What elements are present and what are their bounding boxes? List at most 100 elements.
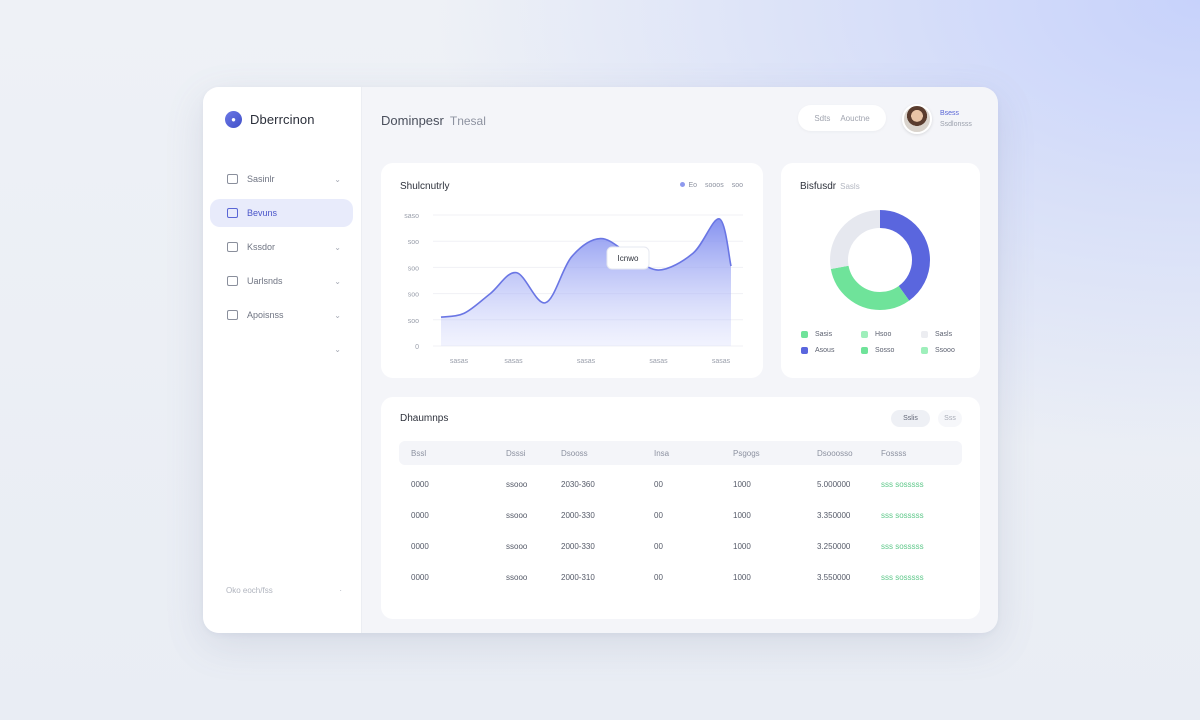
- table-row[interactable]: 0000 ssooo 2030-360 00 1000 5.000000 sss sosss…: [399, 469, 962, 500]
- table-cell: ssooo: [506, 511, 528, 520]
- page-subtitle: Tnesal: [449, 114, 486, 128]
- doc-icon: [227, 208, 238, 218]
- column-header[interactable]: Fossss: [881, 449, 907, 458]
- donut-legend-item[interactable]: Hsoo: [861, 331, 921, 338]
- donut-legend-label: Hsoo: [875, 331, 892, 338]
- table-title: Dhaumnps: [400, 413, 449, 424]
- sidebar-item-1[interactable]: Sasinlr ⌄: [210, 165, 353, 193]
- user-profile[interactable]: Bsess Ssdlonsss: [902, 104, 972, 134]
- legend-swatch-icon: [861, 347, 868, 354]
- donut-chart: [830, 210, 930, 310]
- legend-label: Eo: [688, 182, 698, 189]
- sidebar-item-label: Sasinlr: [247, 174, 275, 184]
- settings-icon: [227, 310, 238, 320]
- table-cell: 5.000000: [817, 480, 851, 489]
- chart-legend: Eo sooos soo: [680, 182, 743, 189]
- donut-segment[interactable]: [830, 210, 930, 310]
- avatar[interactable]: [902, 104, 932, 134]
- search-input[interactable]: Sdts Aouctne: [798, 105, 886, 131]
- sidebar-item-label: Apoisnss: [247, 310, 284, 320]
- chart-icon: [227, 174, 238, 184]
- chart-tooltip: Icnwo: [606, 246, 650, 270]
- column-header[interactable]: Dsooss: [561, 449, 588, 458]
- table-cell: 0000: [411, 573, 429, 582]
- table-cell: ssooo: [506, 480, 528, 489]
- status-badge: sss sosssss: [881, 542, 924, 551]
- table-row[interactable]: 0000 ssooo 2000-330 00 1000 3.250000 sss sosss…: [399, 531, 962, 562]
- sidebar-expander[interactable]: ⌄: [210, 335, 353, 363]
- legend-item[interactable]: sooos: [705, 182, 724, 189]
- donut-legend-item[interactable]: Sosso: [861, 347, 921, 354]
- donut-chart-card: Bisfusdr Sasls Sasis Hsoo Sasls Asous Sosso Ss…: [781, 163, 980, 378]
- chevron-down-icon: ⌄: [334, 310, 341, 320]
- table-cell: 00: [654, 573, 663, 582]
- brand-logo-icon: ●: [225, 111, 242, 128]
- column-header[interactable]: Psgogs: [733, 449, 760, 458]
- column-header[interactable]: Insa: [654, 449, 670, 458]
- table-cell: 0000: [411, 542, 429, 551]
- folder-icon: [227, 276, 238, 286]
- legend-item[interactable]: Eo: [680, 182, 697, 189]
- sidebar-item-4[interactable]: Uarlsnds ⌄: [210, 267, 353, 295]
- sidebar-item-label: Uarlsnds: [247, 276, 283, 286]
- sidebar-footer-text: Oko eoch/fss: [226, 586, 273, 595]
- column-header[interactable]: Bssl: [411, 449, 427, 458]
- donut-segment[interactable]: [830, 210, 930, 310]
- table-cell: 00: [654, 542, 663, 551]
- donut-title-text: Bisfusdr: [800, 181, 837, 192]
- legend-dot-icon: [680, 182, 686, 187]
- table-cell: 2000-330: [561, 511, 595, 520]
- legend-swatch-icon: [861, 331, 868, 338]
- donut-legend-item[interactable]: Sasis: [801, 331, 861, 338]
- area-chart-card: Shulcnutrly Eo sooos soo saso soo soo soo so…: [381, 163, 763, 378]
- status-badge: sss sosssss: [881, 480, 924, 489]
- sidebar-footer: Oko eoch/fss ·: [226, 586, 342, 595]
- y-tick-label: saso: [404, 213, 419, 220]
- table-cell: 3.350000: [817, 511, 851, 520]
- sidebar-nav: Sasinlr ⌄ Bevuns Kssdor ⌄ Uarlsnds ⌄ Apo…: [210, 165, 353, 369]
- sidebar-item-5[interactable]: Apoisnss ⌄: [210, 301, 353, 329]
- data-table-card: Dhaumnps Sslis Sss Bssl Dsssi Dsooss Insa Ps…: [381, 397, 980, 619]
- column-header[interactable]: Dsssi: [506, 449, 526, 458]
- sidebar-footer-dot: ·: [339, 586, 342, 595]
- table-row[interactable]: 0000 ssooo 2000-310 00 1000 3.550000 sss sosss…: [399, 562, 962, 593]
- file-icon: [227, 242, 238, 252]
- sidebar: ● Dberrcinon Sasinlr ⌄ Bevuns Kssdor ⌄ U…: [203, 87, 362, 633]
- donut-legend-item[interactable]: Asous: [801, 347, 861, 354]
- x-tick-label: sasas: [649, 358, 668, 365]
- x-tick-label: sasas: [712, 358, 731, 365]
- table-cell: 3.550000: [817, 573, 851, 582]
- donut-subtitle: Sasls: [840, 182, 860, 191]
- x-tick-label: sasas: [450, 358, 469, 365]
- table-cell: 00: [654, 480, 663, 489]
- table-action-button[interactable]: Sslis: [891, 410, 930, 427]
- donut-legend-label: Ssooo: [935, 347, 955, 354]
- table-cell: 1000: [733, 480, 751, 489]
- table-cell: 1000: [733, 573, 751, 582]
- user-role: Ssdlonsss: [940, 121, 972, 128]
- table-cell: 0000: [411, 511, 429, 520]
- table-cell: 2000-310: [561, 573, 595, 582]
- y-tick-label: 0: [415, 344, 419, 351]
- table-row[interactable]: 0000 ssooo 2000-330 00 1000 3.350000 sss sosss…: [399, 500, 962, 531]
- y-tick-label: soo: [408, 318, 419, 325]
- column-header[interactable]: Dsooosso: [817, 449, 853, 458]
- chevron-down-icon: ⌄: [334, 344, 341, 354]
- donut-legend-label: Sasls: [935, 331, 953, 338]
- donut-legend-item[interactable]: Sasls: [921, 331, 966, 338]
- brand-name: Dberrcinon: [250, 112, 315, 127]
- sidebar-item-3[interactable]: Kssdor ⌄: [210, 233, 353, 261]
- table-cell: 00: [654, 511, 663, 520]
- legend-item[interactable]: soo: [731, 182, 743, 189]
- sidebar-item-2[interactable]: Bevuns: [210, 199, 353, 227]
- brand[interactable]: ● Dberrcinon: [225, 111, 315, 128]
- chart-title: Shulcnutrly: [400, 181, 450, 192]
- user-name: Bsess: [940, 110, 960, 117]
- area-fill: [441, 218, 731, 346]
- x-tick-label: sasas: [504, 358, 523, 365]
- donut-legend-label: Asous: [815, 347, 835, 354]
- table-cell: ssooo: [506, 573, 528, 582]
- table-secondary-button[interactable]: Sss: [938, 410, 962, 427]
- donut-legend-item[interactable]: Ssooo: [921, 347, 966, 354]
- chevron-down-icon: ⌄: [334, 174, 341, 184]
